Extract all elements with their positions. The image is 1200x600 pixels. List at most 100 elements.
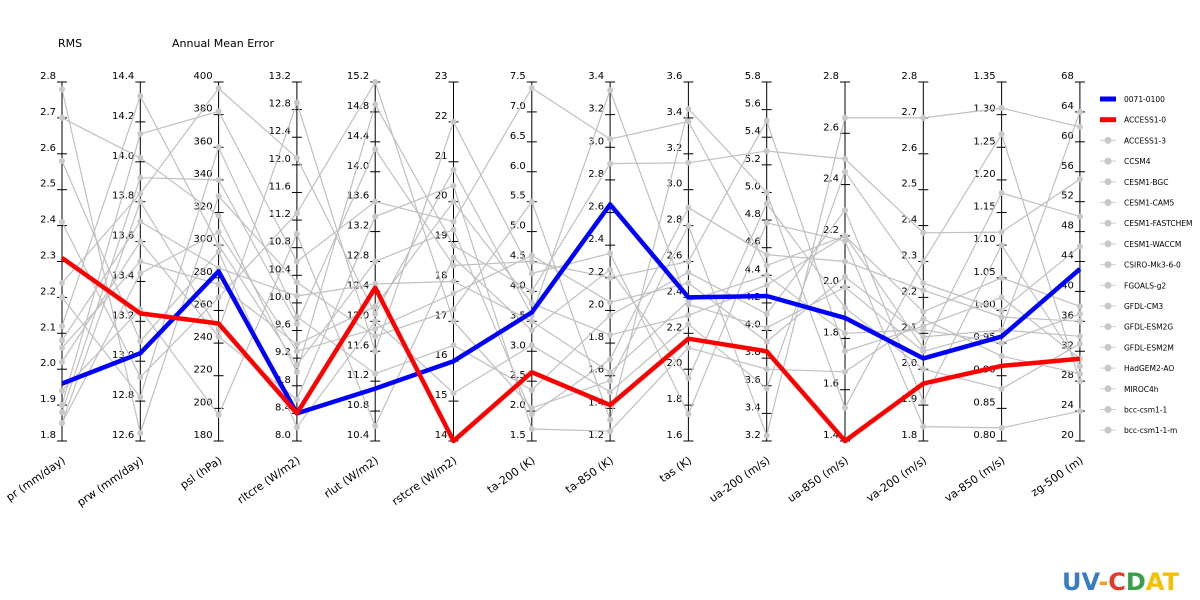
series-bcc-csm1-1 bbox=[59, 229, 1083, 426]
data-point bbox=[1076, 333, 1083, 340]
tick-label: 10.8 bbox=[269, 237, 291, 248]
data-point bbox=[450, 118, 457, 125]
series-GFDL-CM3 bbox=[59, 182, 1083, 435]
tick-label: 220 bbox=[194, 365, 213, 376]
data-point bbox=[215, 248, 222, 255]
tick-label: 2.4 bbox=[666, 286, 682, 297]
data-point bbox=[59, 114, 65, 121]
data-point bbox=[920, 423, 927, 430]
data-point bbox=[842, 258, 848, 265]
data-point bbox=[998, 131, 1005, 138]
data-point bbox=[763, 200, 770, 207]
legend-marker bbox=[1104, 281, 1112, 289]
tick-label: 2.2 bbox=[666, 322, 682, 333]
tick-label: 180 bbox=[194, 430, 213, 441]
legend-marker bbox=[1104, 199, 1112, 206]
data-point bbox=[607, 369, 614, 376]
tick-label: 14.0 bbox=[347, 161, 369, 172]
data-point bbox=[137, 374, 144, 381]
data-point bbox=[528, 327, 535, 334]
legend-item: CESM1-CAM5 bbox=[1100, 199, 1175, 208]
legend-label: CESM1-BGC bbox=[1124, 178, 1168, 187]
tick-label: 1.05 bbox=[973, 267, 995, 278]
tick-label: 10.4 bbox=[347, 430, 369, 441]
data-point bbox=[450, 182, 457, 189]
data-point bbox=[685, 269, 692, 276]
data-point bbox=[528, 405, 535, 412]
tick-label: 1.5 bbox=[510, 430, 526, 441]
data-point bbox=[920, 229, 927, 236]
data-point bbox=[1076, 243, 1083, 250]
data-point bbox=[920, 308, 927, 315]
tick-label: 2.8 bbox=[588, 169, 604, 180]
tick-label: 2.5 bbox=[901, 179, 917, 190]
data-point bbox=[998, 294, 1005, 301]
tick-label: 0.80 bbox=[973, 430, 995, 441]
legend-marker bbox=[1104, 240, 1112, 248]
data-point bbox=[293, 320, 300, 327]
data-point bbox=[293, 396, 300, 403]
data-point bbox=[372, 423, 379, 429]
data-point bbox=[59, 323, 65, 330]
data-point bbox=[137, 130, 144, 137]
tick-label: 14.2 bbox=[112, 111, 134, 122]
tick-label: 1.2 bbox=[588, 430, 604, 441]
tick-label: 1.8 bbox=[901, 430, 917, 441]
data-point bbox=[372, 198, 379, 205]
axis-label: va-200 (m/s) bbox=[864, 454, 929, 505]
tick-label: 2.4 bbox=[588, 234, 604, 245]
series-line bbox=[61, 160, 1081, 428]
series-ACCESS1-0 bbox=[60, 256, 1081, 444]
data-point bbox=[215, 144, 222, 151]
legend-label: GFDL-ESM2M bbox=[1124, 343, 1174, 352]
data-point bbox=[215, 333, 222, 340]
tick-label: 3.4 bbox=[666, 107, 682, 118]
data-point bbox=[137, 394, 144, 401]
data-point bbox=[59, 280, 65, 286]
data-point bbox=[450, 278, 457, 285]
legend-label: FGOALS-g2 bbox=[1124, 281, 1166, 290]
tick-label: 13.2 bbox=[112, 310, 134, 321]
data-point bbox=[998, 307, 1005, 314]
data-point bbox=[607, 416, 614, 423]
tick-label: 4.4 bbox=[745, 264, 761, 275]
legend-label: CESM1-CAM5 bbox=[1124, 199, 1175, 208]
data-point bbox=[293, 210, 300, 217]
data-point bbox=[215, 193, 222, 200]
data-point bbox=[607, 356, 614, 363]
tick-label: 2.2 bbox=[823, 225, 839, 236]
series-ACCESS1-3 bbox=[59, 85, 1083, 355]
legend-marker bbox=[1104, 219, 1112, 227]
data-point bbox=[998, 105, 1005, 112]
data-point bbox=[450, 198, 457, 205]
uvcdat-logo: UV-CDAT bbox=[1062, 568, 1179, 596]
tick-label: 0.85 bbox=[973, 397, 995, 408]
data-point bbox=[215, 176, 222, 183]
data-point bbox=[763, 366, 770, 373]
legend-marker bbox=[1104, 261, 1112, 269]
legend-marker bbox=[1104, 426, 1112, 434]
tick-label: 12.0 bbox=[269, 154, 291, 165]
tick-label: 12.6 bbox=[112, 430, 134, 441]
data-point bbox=[59, 219, 65, 225]
tick-label: 1.6 bbox=[823, 379, 839, 390]
legend-item: 0071-0100 bbox=[1100, 95, 1165, 104]
tick-label: 13.8 bbox=[112, 191, 134, 202]
tick-label: 240 bbox=[194, 332, 213, 343]
data-point bbox=[842, 238, 848, 244]
axis-label: rlut (W/m2) bbox=[322, 454, 381, 501]
legend-item: FGOALS-g2 bbox=[1100, 281, 1166, 290]
data-point bbox=[763, 219, 770, 226]
data-point bbox=[685, 159, 692, 166]
tick-label: 2.2 bbox=[40, 286, 56, 297]
tick-label: 13.2 bbox=[269, 71, 291, 82]
tick-label: 14 bbox=[435, 430, 448, 441]
data-point bbox=[920, 258, 927, 265]
data-point bbox=[685, 411, 692, 418]
tick-label: 40 bbox=[1061, 280, 1074, 291]
axis-label: rltcre (W/m2) bbox=[235, 454, 303, 507]
tick-label: 10.4 bbox=[269, 264, 291, 275]
tick-label: 2.6 bbox=[40, 143, 56, 154]
data-point bbox=[528, 387, 535, 394]
